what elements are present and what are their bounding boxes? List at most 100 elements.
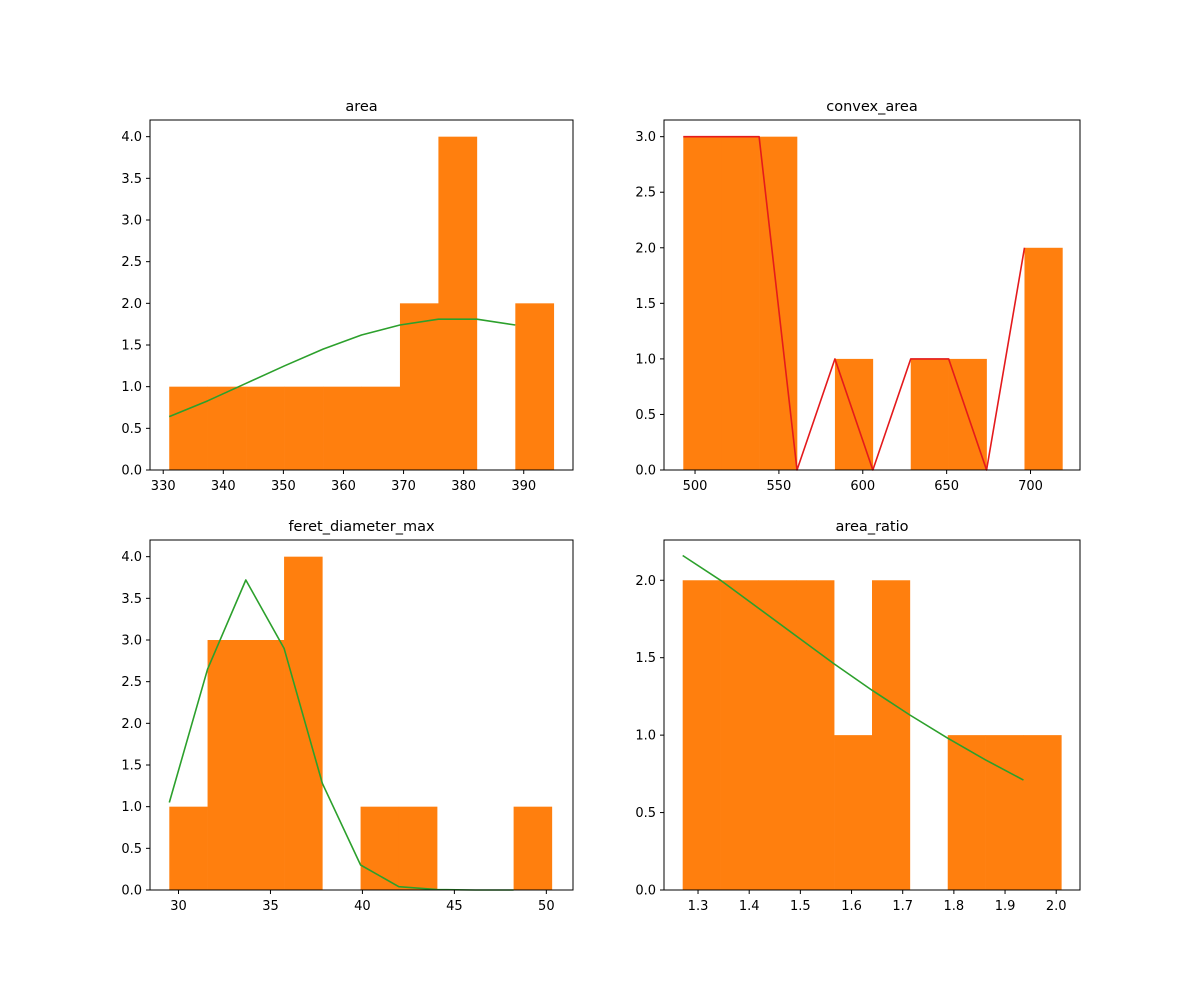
- y-tick-label: 2.0: [121, 297, 142, 312]
- axes-frame: [149, 539, 574, 891]
- y-tick-label: 1.0: [635, 729, 656, 744]
- y-tick-label: 1.5: [635, 651, 656, 666]
- y-tick-label: 0.5: [635, 408, 656, 423]
- x-tick-label: 1.6: [841, 899, 862, 914]
- histogram-bar: [910, 358, 949, 470]
- y-tick-label: 0.0: [635, 464, 656, 479]
- histogram-bar: [515, 303, 555, 470]
- y-tick-label: 1.5: [121, 339, 142, 354]
- x-tick-label: 330: [151, 479, 176, 494]
- histogram-bar: [1023, 735, 1062, 890]
- y-tick-label: 4.0: [121, 550, 142, 565]
- y-tick-label: 3.5: [121, 172, 142, 187]
- histogram-bar: [758, 580, 797, 890]
- histogram-bar: [246, 386, 285, 470]
- x-tick-label: 350: [271, 479, 296, 494]
- x-tick-label: 2.0: [1046, 899, 1067, 914]
- x-tick-label: 1.8: [944, 899, 965, 914]
- subplot-title: convex_area: [826, 99, 917, 115]
- subplot-area-ratio: 1.3 1.4 1.5 1.6 1.7 1.8 1.9 2.0 0.0 0.5 1.0 1.5 2.0 a…: [635, 519, 1081, 914]
- y-tick-label: 0.5: [121, 842, 142, 857]
- y-tick-label: 3.0: [635, 130, 656, 145]
- histogram-bar: [721, 136, 760, 471]
- subplot-convex-area: 500 550 600 650 700 0.0 0.5 1.0 1.5 2.0 2.5 3.0 conv…: [635, 99, 1081, 494]
- histogram-bar: [796, 580, 835, 890]
- histogram-bar: [682, 580, 721, 890]
- subplot-title: feret_diameter_max: [288, 519, 435, 535]
- histogram-bar: [1024, 247, 1063, 470]
- histogram-bar: [834, 735, 873, 890]
- histogram-bar: [323, 386, 362, 470]
- histogram-bar: [207, 640, 247, 890]
- y-tick-label: 1.0: [635, 352, 656, 367]
- y-tick-label: 2.0: [635, 574, 656, 589]
- y-tick-label: 1.0: [121, 800, 142, 815]
- x-tick-label: 1.7: [892, 899, 913, 914]
- x-tick-label: 1.5: [790, 899, 811, 914]
- subplot-title: area: [345, 99, 377, 115]
- x-tick-label: 700: [1018, 479, 1043, 494]
- x-tick-label: 600: [850, 479, 875, 494]
- y-tick-label: 0.0: [121, 884, 142, 899]
- x-tick-label: 650: [934, 479, 959, 494]
- histogram-bar: [207, 386, 247, 470]
- y-tick-label: 2.0: [635, 241, 656, 256]
- x-tick-label: 370: [391, 479, 416, 494]
- y-tick-label: 1.0: [121, 380, 142, 395]
- x-tick-label: 340: [211, 479, 236, 494]
- y-tick-label: 4.0: [121, 130, 142, 145]
- series-line: [683, 135, 1026, 471]
- histogram-bar: [169, 806, 208, 890]
- x-tick-label: 380: [451, 479, 476, 494]
- histogram-bar: [399, 303, 439, 470]
- histogram-bar: [360, 806, 400, 890]
- y-tick-label: 0.0: [121, 464, 142, 479]
- axes-frame: [663, 539, 1081, 891]
- x-tick-label: 45: [446, 899, 463, 914]
- y-tick-label: 2.5: [121, 255, 142, 270]
- y-tick-label: 2.5: [635, 186, 656, 201]
- x-tick-label: 360: [331, 479, 356, 494]
- y-tick-label: 1.5: [635, 297, 656, 312]
- x-tick-label: 550: [766, 479, 791, 494]
- histogram-bar: [284, 556, 323, 890]
- histogram-bar: [169, 386, 208, 470]
- histogram-bar: [398, 806, 438, 890]
- subplot-area: 330 340 350 360 370 380 390 0.0 0.5 1.0 1.5 2.0 2.5 3…: [121, 99, 574, 494]
- subplot-title: area_ratio: [835, 519, 908, 535]
- histogram-bar: [872, 580, 911, 890]
- histogram-bar: [438, 136, 478, 471]
- y-tick-label: 0.5: [635, 806, 656, 821]
- axes-frame: [663, 119, 1081, 471]
- y-tick-label: 3.5: [121, 592, 142, 607]
- histogram-bar: [245, 640, 285, 890]
- y-tick-label: 2.0: [121, 717, 142, 732]
- x-tick-label: 50: [538, 899, 555, 914]
- x-tick-label: 35: [262, 899, 279, 914]
- histogram-bar: [683, 136, 722, 471]
- histogram-bar: [284, 386, 324, 470]
- x-tick-label: 500: [683, 479, 708, 494]
- y-tick-label: 0.5: [121, 422, 142, 437]
- x-tick-label: 1.4: [739, 899, 760, 914]
- x-tick-label: 30: [170, 899, 187, 914]
- subplot-feret-diameter-max: 30 35 40 45 50 0.0 0.5 1.0 1.5 2.0 2.5 3.0 3.5 4.0 fer…: [121, 519, 574, 914]
- histogram-bar: [720, 580, 759, 890]
- y-tick-label: 2.5: [121, 675, 142, 690]
- y-tick-label: 0.0: [635, 884, 656, 899]
- y-tick-label: 3.0: [121, 214, 142, 229]
- histogram-bar: [947, 735, 986, 890]
- histogram-bar: [513, 806, 553, 890]
- histogram-bar: [361, 386, 401, 470]
- x-tick-label: 1.9: [995, 899, 1016, 914]
- x-tick-label: 390: [511, 479, 536, 494]
- y-tick-label: 1.5: [121, 759, 142, 774]
- y-tick-label: 3.0: [121, 634, 142, 649]
- axes-frame: [149, 119, 574, 471]
- x-tick-label: 1.3: [688, 899, 709, 914]
- series-line: [168, 318, 516, 418]
- x-tick-label: 40: [354, 899, 371, 914]
- histogram-bar: [985, 735, 1024, 890]
- series-line: [682, 554, 1024, 781]
